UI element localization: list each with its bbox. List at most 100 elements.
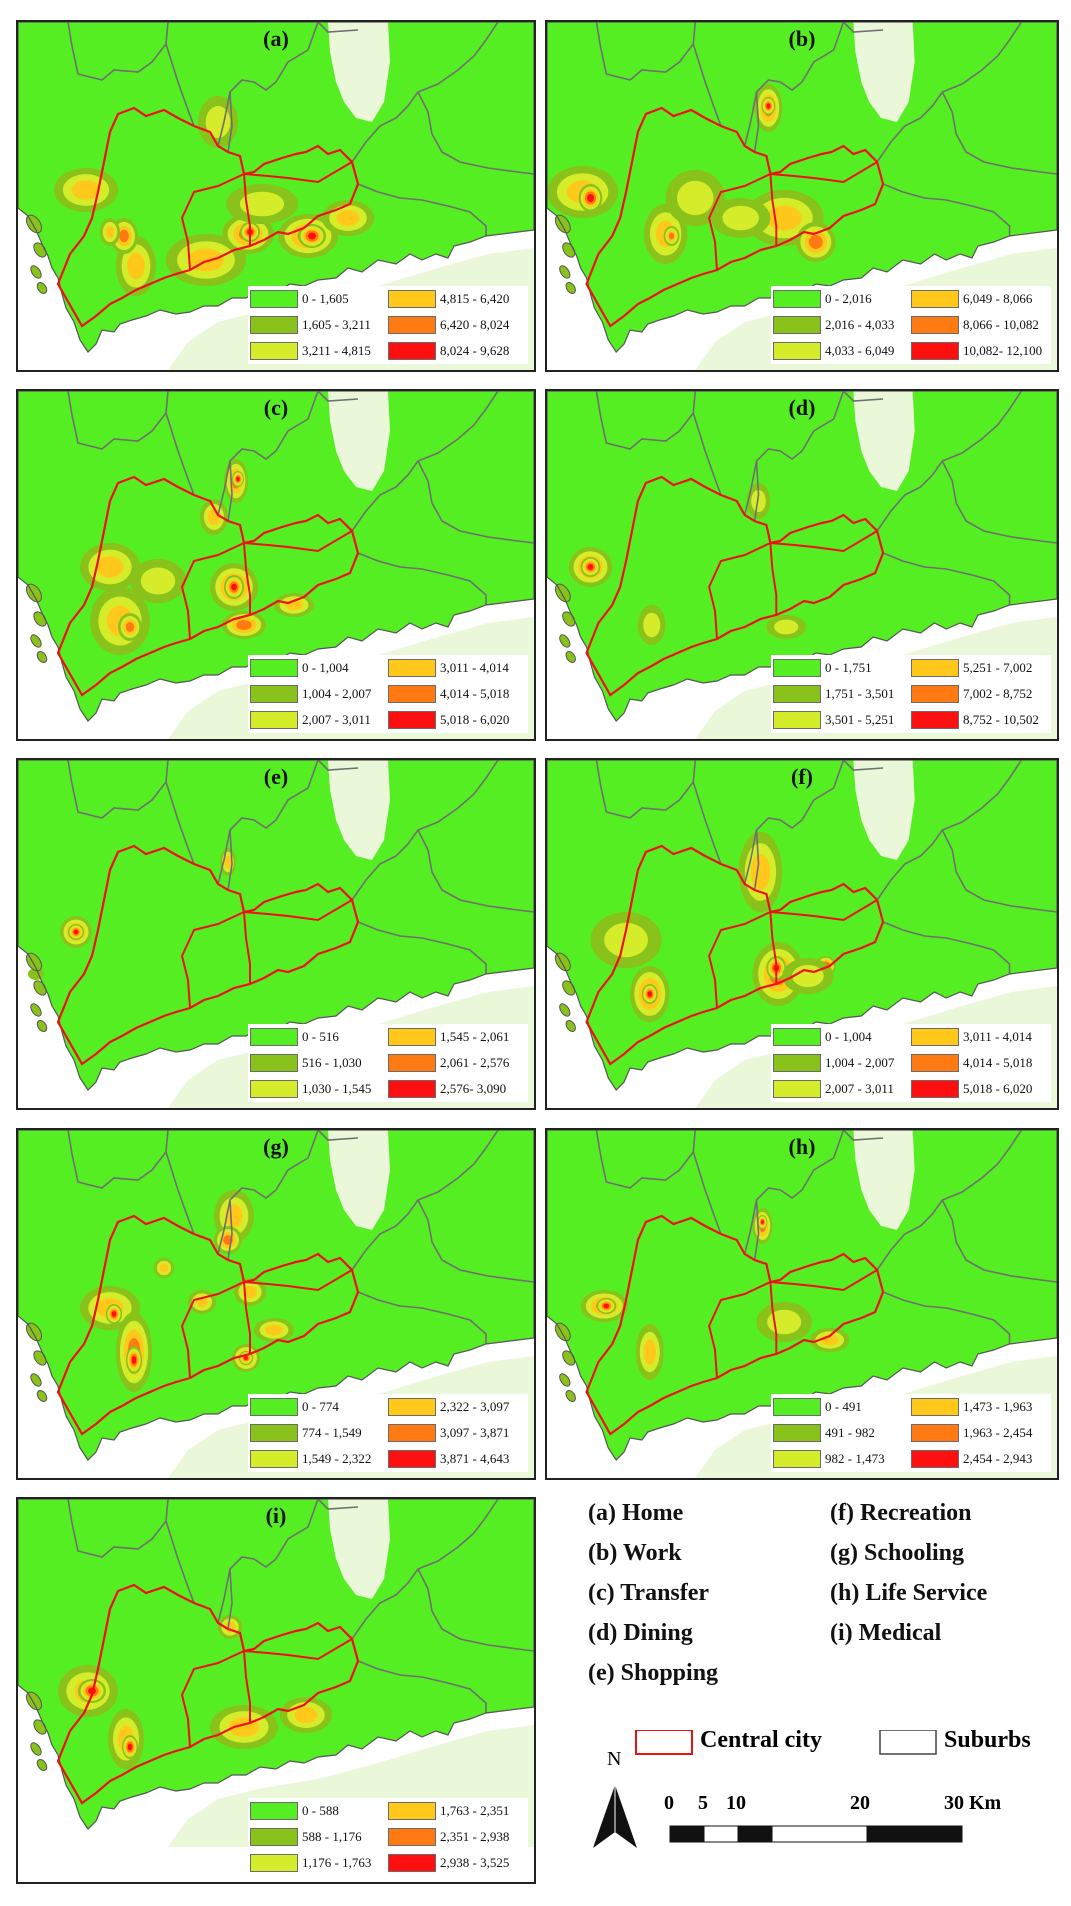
island bbox=[30, 634, 42, 648]
island bbox=[36, 651, 48, 663]
density-hotspot bbox=[236, 476, 240, 482]
legend-range-label: 3,097 - 3,871 bbox=[440, 1425, 510, 1440]
district-boundary bbox=[227, 91, 233, 153]
density-hotspot bbox=[105, 225, 115, 239]
legend-range-label: 1,763 - 2,351 bbox=[440, 1803, 510, 1818]
legend-range-label: 5,251 - 7,002 bbox=[963, 660, 1033, 675]
district-boundary bbox=[67, 391, 169, 450]
legend-swatch bbox=[773, 290, 821, 308]
central-city-district-line bbox=[180, 1638, 353, 1748]
density-hotspot bbox=[677, 180, 714, 216]
north-arrow-icon bbox=[593, 1785, 637, 1848]
legend-entry: 2,007 - 3,011 bbox=[250, 709, 371, 731]
legend-range-label: 3,011 - 4,014 bbox=[963, 1029, 1032, 1044]
legend-swatch bbox=[388, 1028, 436, 1046]
legend-swatch bbox=[388, 685, 436, 703]
legend-entry: 4,014 - 5,018 bbox=[911, 1052, 1032, 1074]
panel-label: (e) bbox=[263, 764, 289, 789]
district-boundary bbox=[217, 448, 277, 516]
density-hotspot bbox=[131, 1356, 137, 1364]
district-boundary bbox=[842, 760, 884, 771]
legend-range-label: 6,420 - 8,024 bbox=[440, 317, 510, 332]
legend-range-label: 0 - 588 bbox=[302, 1803, 339, 1818]
legend-range-label: 0 - 491 bbox=[825, 1399, 862, 1414]
legend-entry: 1,763 - 2,351 bbox=[388, 1800, 509, 1822]
density-hotspot bbox=[225, 1204, 243, 1228]
legend-swatch bbox=[773, 1080, 821, 1098]
legend-range-label: 2,007 - 3,011 bbox=[302, 712, 371, 727]
district-boundary bbox=[357, 1660, 487, 1713]
district-boundary bbox=[67, 1130, 169, 1189]
district-boundary bbox=[595, 22, 697, 81]
legend-swatch bbox=[388, 290, 436, 308]
legend-entry: 2,007 - 3,011 bbox=[773, 1078, 894, 1100]
legend-range-label: 2,576- 3,090 bbox=[440, 1081, 507, 1096]
legend-swatch bbox=[250, 1854, 298, 1872]
density-hotspot bbox=[71, 180, 101, 200]
land bbox=[547, 22, 1057, 352]
district-boundary bbox=[842, 391, 884, 402]
density-hotspot bbox=[336, 210, 360, 226]
district-boundary bbox=[317, 391, 359, 402]
legend-swatch bbox=[911, 1028, 959, 1046]
legend-entry: 4,033 - 6,049 bbox=[773, 340, 894, 362]
district-boundary bbox=[317, 22, 359, 33]
district-boundary bbox=[275, 760, 319, 821]
district-boundary bbox=[842, 22, 884, 33]
legend-swatch bbox=[250, 1398, 298, 1416]
north-label: N bbox=[607, 1748, 622, 1770]
legend-swatch bbox=[911, 659, 959, 677]
activity-recreation: (f) Recreation bbox=[830, 1500, 972, 1526]
island bbox=[559, 1373, 571, 1387]
map-panel-f: (f) 0 - 1,004 1,004 - 2,007 2,007 - 3,011 3,… bbox=[545, 758, 1059, 1110]
suburbs-swatch bbox=[879, 1730, 937, 1755]
district-boundary bbox=[882, 183, 1011, 236]
legend-range-label: 1,549 - 2,322 bbox=[302, 1451, 372, 1466]
central-city-boundary bbox=[56, 475, 360, 697]
legend-swatch bbox=[773, 659, 821, 677]
district-boundary bbox=[165, 781, 195, 865]
legend-entry: 982 - 1,473 bbox=[773, 1448, 885, 1470]
district-boundary bbox=[275, 1130, 319, 1191]
legend-entry: 2,322 - 3,097 bbox=[388, 1396, 509, 1418]
density-hotspot bbox=[766, 205, 802, 231]
legend-entry: 6,420 - 8,024 bbox=[388, 314, 509, 336]
legend-range-label: 1,030 - 1,545 bbox=[302, 1081, 372, 1096]
legend-entry: 5,018 - 6,020 bbox=[388, 709, 509, 731]
district-boundary bbox=[275, 22, 319, 83]
legend-range-label: 0 - 516 bbox=[302, 1029, 339, 1044]
district-boundary bbox=[165, 43, 195, 127]
legend-entry: 8,024 - 9,628 bbox=[388, 340, 509, 362]
map-panel-a: (a) 0 - 1,605 1,605 - 3,211 3,211 - 4,815 4,… bbox=[16, 20, 536, 372]
central-city-label: Central city bbox=[700, 1727, 822, 1753]
district-boundary bbox=[275, 391, 319, 452]
panel-label: (d) bbox=[788, 395, 816, 420]
legend-entry: 5,251 - 7,002 bbox=[911, 657, 1032, 679]
legend-swatch bbox=[388, 659, 436, 677]
district-boundary bbox=[753, 91, 760, 153]
density-hotspot bbox=[792, 964, 824, 988]
legend-entry: 10,082- 12,100 bbox=[911, 340, 1042, 362]
legend-swatch bbox=[250, 316, 298, 334]
legend-entry: 1,545 - 2,061 bbox=[388, 1026, 509, 1048]
panel-label: (c) bbox=[263, 395, 289, 420]
district-boundary bbox=[941, 91, 1057, 175]
island bbox=[559, 634, 571, 648]
scale-tick-20: 20 bbox=[850, 1792, 870, 1814]
island bbox=[565, 282, 576, 294]
density-hotspot bbox=[751, 489, 766, 513]
district-boundary bbox=[743, 817, 803, 885]
legend-swatch bbox=[250, 1054, 298, 1072]
district-boundary bbox=[227, 829, 233, 891]
map-panel-h: (h) 0 - 491 491 - 982 982 - 1,473 1,473 - 1,… bbox=[545, 1128, 1059, 1480]
island bbox=[36, 1020, 48, 1032]
legend-entry: 2,938 - 3,525 bbox=[388, 1852, 509, 1874]
legend-range-label: 4,014 - 5,018 bbox=[440, 686, 510, 701]
legend-entry: 0 - 491 bbox=[773, 1396, 862, 1418]
island bbox=[30, 1742, 42, 1756]
bay bbox=[853, 391, 915, 491]
legend-entry: 5,018 - 6,020 bbox=[911, 1078, 1032, 1100]
legend-swatch bbox=[911, 1054, 959, 1072]
district-boundary bbox=[882, 921, 1011, 974]
legend-swatch bbox=[388, 1054, 436, 1072]
